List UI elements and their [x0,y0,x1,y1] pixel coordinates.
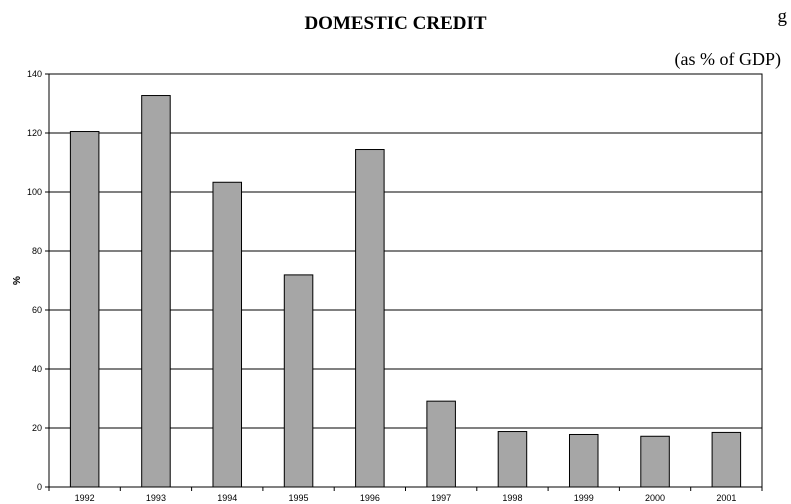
y-tick-label: 140 [27,69,42,79]
chart-title: DOMESTIC CREDIT [304,13,487,34]
x-tick-label: 1996 [360,493,380,503]
x-tick-label: 1993 [146,493,166,503]
bar-1997 [426,400,456,488]
x-tick-label: 1998 [502,493,522,503]
bar-2001 [711,431,742,488]
bar-1996 [355,149,385,488]
x-tick-label: 2001 [716,493,736,503]
y-tick-label: 0 [37,482,42,492]
x-tick-label: 1992 [75,493,95,503]
bar-1999 [568,433,599,488]
y-tick-label: 40 [32,364,42,374]
y-tick-label: 100 [27,187,42,197]
x-tick-label: 1999 [574,493,594,503]
y-tick-label: 20 [32,423,42,433]
bar-2000 [640,435,670,488]
bar-1993 [141,95,171,488]
x-tick-label: 1997 [431,493,451,503]
bar-1995 [283,274,314,488]
chart-subtitle: (as % of GDP) [674,49,781,69]
bar-1998 [497,431,528,488]
bar-1992 [69,131,100,488]
corner-text-fragment: g [777,6,788,27]
x-tick-label: 2000 [645,493,665,503]
x-tick-label: 1995 [289,493,309,503]
y-tick-label: 80 [32,246,42,256]
y-axis-title: % [12,276,23,285]
x-tick-label: 1994 [217,493,237,503]
y-tick-label: 120 [27,128,42,138]
y-tick-label: 60 [32,305,42,315]
bar-1994 [212,181,243,488]
